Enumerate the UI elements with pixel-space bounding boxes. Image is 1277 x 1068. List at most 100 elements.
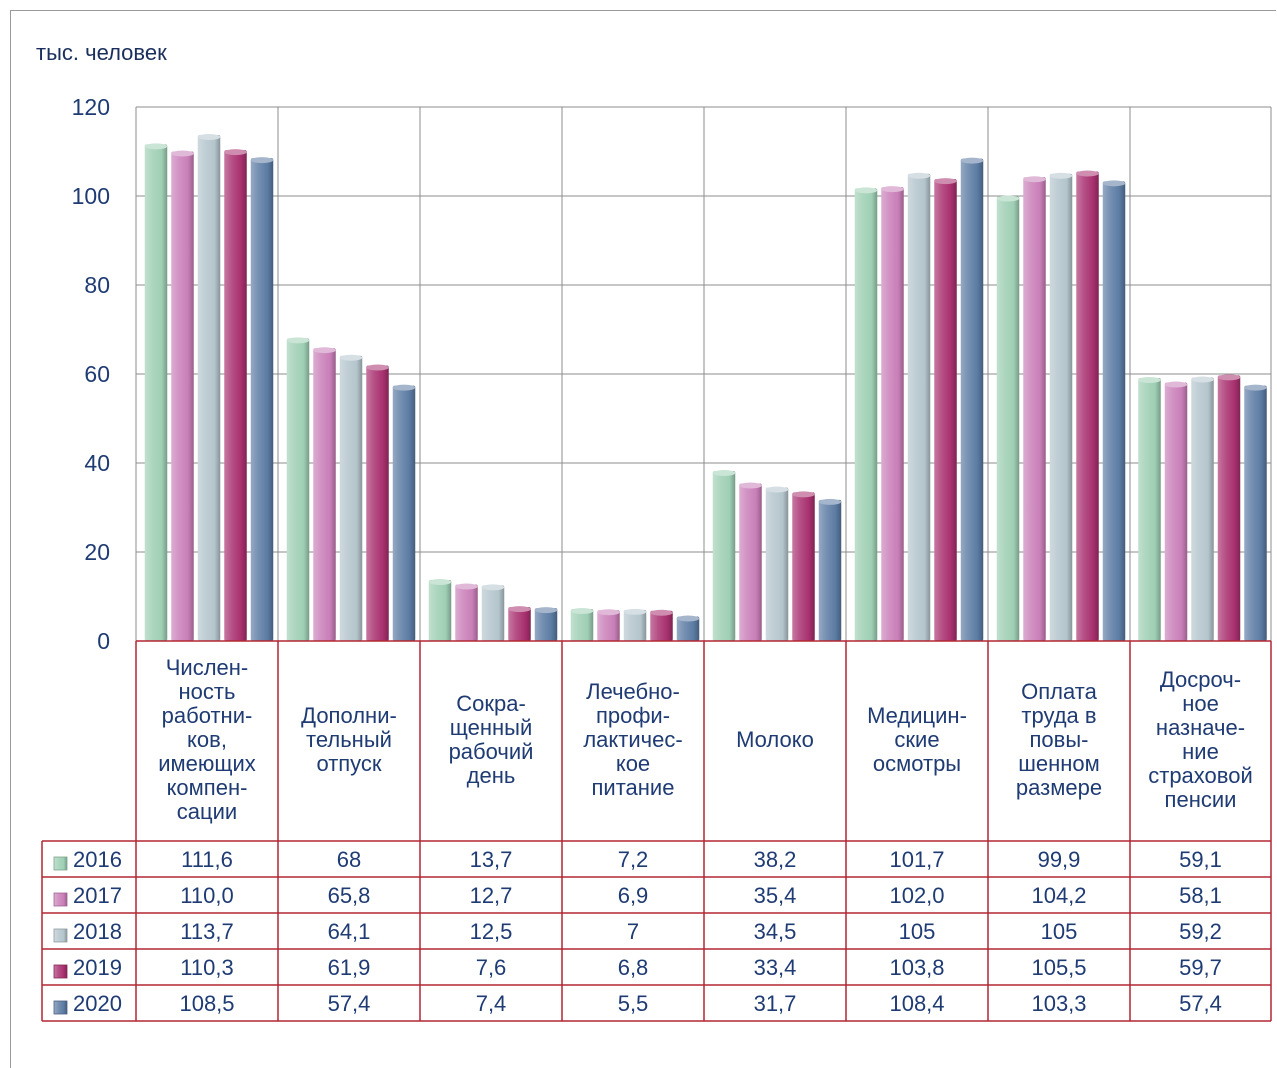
table-value: 103,8 (889, 955, 944, 980)
table-value: 12,5 (470, 919, 513, 944)
bar-cap (197, 134, 221, 141)
bar-cap (1164, 381, 1188, 388)
y-tick-label: 0 (97, 628, 110, 654)
table-value: 113,7 (180, 919, 233, 944)
bar (676, 616, 700, 641)
bar (650, 610, 673, 641)
table-value: 59,1 (1179, 847, 1222, 872)
bar-cap (508, 606, 531, 613)
bar-cap (1244, 384, 1267, 391)
bar (623, 609, 647, 641)
bar (934, 179, 957, 641)
bar-cap (650, 609, 673, 616)
y-tick-label: 120 (72, 94, 110, 120)
bar (1102, 181, 1126, 641)
bar-cap (739, 482, 762, 489)
table-value: 110,0 (180, 883, 233, 908)
bar (250, 158, 274, 642)
bar (792, 492, 815, 641)
bar (1217, 375, 1241, 641)
bar (455, 584, 478, 641)
table-value: 105,5 (1031, 955, 1086, 980)
y-axis-unit-label: тыс. человек (36, 40, 167, 65)
bar-cap (881, 186, 904, 193)
bar (171, 151, 194, 641)
category-label: Досроч-ное назначе-ние страховой пенсии (1148, 667, 1253, 812)
table-value: 111,6 (181, 847, 233, 872)
table-value: 12,7 (470, 883, 513, 908)
bar (1023, 177, 1046, 641)
table-value: 64,1 (328, 919, 371, 944)
bar-cap (1076, 170, 1099, 177)
bar-cap (712, 470, 736, 477)
bar (712, 471, 736, 641)
legend-swatch (53, 928, 68, 943)
table-value: 103,3 (1031, 991, 1086, 1016)
bar-cap (597, 609, 620, 616)
bar-cap (934, 178, 957, 185)
table-value: 105 (899, 919, 936, 944)
table-value: 101,7 (889, 847, 944, 872)
table-value: 31,7 (754, 991, 797, 1016)
bar-cap (534, 607, 558, 614)
legend-swatch (53, 1000, 68, 1015)
table-value: 57,4 (328, 991, 371, 1016)
table-value: 58,1 (1179, 883, 1222, 908)
bar (224, 150, 247, 642)
bar-cap (1049, 172, 1073, 179)
table-value: 110,3 (180, 955, 233, 980)
bar (765, 487, 789, 641)
bar (286, 338, 310, 641)
legend-label: 2018 (73, 919, 122, 944)
y-tick-label: 60 (84, 361, 110, 387)
table-value: 7,6 (476, 955, 507, 980)
table-value: 38,2 (754, 847, 797, 872)
bar (597, 610, 620, 641)
table-value: 104,2 (1031, 883, 1086, 908)
bar-cap (313, 347, 336, 354)
bar-cap (960, 157, 984, 164)
legend-label: 2016 (73, 847, 122, 872)
bar (1244, 385, 1267, 641)
bar (881, 187, 904, 641)
table-value: 5,5 (618, 991, 649, 1016)
bar (739, 483, 762, 641)
bar (508, 607, 531, 641)
y-tick-label: 40 (84, 450, 110, 476)
y-tick-label: 100 (72, 183, 110, 209)
data-table: Числен-ность работни-ков, имеющих компен-са… (41, 640, 1272, 1022)
table-value: 108,5 (179, 991, 234, 1016)
bar-cap (286, 337, 310, 344)
bar-cap (339, 354, 363, 361)
table-value: 6,9 (618, 883, 649, 908)
bar (996, 196, 1020, 641)
bar (392, 385, 416, 641)
category-label: Медицин-ские осмотры (867, 703, 967, 776)
bar (1076, 171, 1099, 641)
legend-swatch (53, 856, 68, 871)
category-label: Молоко (736, 727, 814, 752)
bar-cap (996, 195, 1020, 202)
table-value: 59,7 (1179, 955, 1222, 980)
bar-cap (224, 149, 247, 156)
bar-cap (1023, 176, 1046, 183)
table-value: 34,5 (754, 919, 797, 944)
bars (144, 134, 1267, 642)
y-tick-label: 20 (84, 539, 110, 565)
bar-cap (1102, 180, 1126, 187)
table-value: 102,0 (889, 883, 944, 908)
bar-cap (676, 615, 700, 622)
chart-frame (10, 10, 1276, 1068)
bar (960, 158, 984, 641)
table-value: 65,8 (328, 883, 371, 908)
bar-cap (171, 150, 194, 157)
bar-cap (570, 607, 594, 614)
category-label: Оплата труда в повы-шенном размере (1016, 679, 1102, 800)
table-value: 105 (1041, 919, 1078, 944)
bar (481, 585, 505, 641)
bar-cap (623, 608, 647, 615)
bar-cap (1138, 377, 1161, 384)
bar (144, 144, 168, 641)
bar-cap (481, 584, 505, 591)
